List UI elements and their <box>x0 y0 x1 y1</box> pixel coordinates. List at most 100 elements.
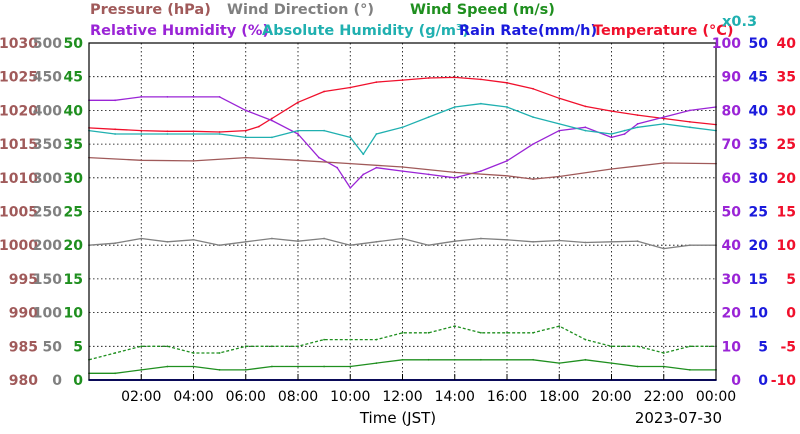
point-ah <box>114 133 116 135</box>
right-tick-rh: 100 <box>712 36 741 52</box>
left-tick-wind_dir: 300 <box>33 171 62 187</box>
point-wind_mean <box>662 365 665 368</box>
point-wind_dir <box>689 244 691 247</box>
point-wind_gust <box>662 352 665 354</box>
left-tick-wind_dir: 350 <box>33 137 62 153</box>
right-tick-temp: 25 <box>777 137 796 153</box>
x-tick-label: 18:00 <box>539 389 579 405</box>
left-tick-pressure: 980 <box>9 373 38 389</box>
right-tick-rain: 20 <box>749 238 769 254</box>
right-tick-rh: 30 <box>722 272 742 288</box>
point-pressure <box>140 159 143 162</box>
point-wind_dir <box>662 247 665 250</box>
right-tick-rh: 0 <box>731 373 741 389</box>
point-ah <box>453 106 456 108</box>
point-temp <box>401 79 404 81</box>
point-rh <box>244 109 247 112</box>
left-axes: 9809859909951000100510101015102010251030… <box>0 36 83 389</box>
point-wind_gust <box>271 345 273 348</box>
point-wind_dir <box>140 237 143 240</box>
point-ah <box>297 129 299 132</box>
left-tick-wind_dir: 250 <box>33 205 62 221</box>
point-wind_gust <box>166 345 169 348</box>
point-wind_dir <box>401 237 404 240</box>
point-wind_dir <box>558 239 561 242</box>
point-wind_mean <box>480 358 482 361</box>
left-tick-pressure: 1015 <box>0 137 38 153</box>
point-wind_gust <box>610 345 613 348</box>
legend-absolute-humidity: Absolute Humidity (g/m³) <box>262 23 469 39</box>
point-wind_mean <box>506 358 508 361</box>
point-temp <box>192 130 195 133</box>
right-tick-rh: 10 <box>722 339 742 355</box>
point-wind_mean <box>192 365 195 368</box>
point-ah <box>532 116 534 118</box>
left-tick-pressure: 995 <box>9 272 38 288</box>
point-ah <box>323 129 325 132</box>
legend-wind-direction: Wind Direction (°) <box>227 2 374 18</box>
point-wind_gust <box>140 345 143 348</box>
point-pressure <box>349 162 352 165</box>
point-wind_dir <box>114 242 116 245</box>
right-axes: 0102030405060708090100051015202530354045… <box>712 36 796 389</box>
x-tick-label: 22:00 <box>644 389 684 405</box>
point-wind_dir <box>532 240 534 243</box>
point-ah <box>375 133 378 135</box>
point-temp <box>506 81 508 84</box>
left-tick-wind_speed: 45 <box>64 70 83 86</box>
point-wind_gust <box>192 352 195 354</box>
right-tick-rh: 40 <box>722 238 742 254</box>
point-wind_mean <box>401 358 404 361</box>
point-wind_dir <box>244 240 247 243</box>
point-temp <box>323 90 325 93</box>
point-temp <box>636 114 639 116</box>
point-wind_gust <box>532 331 534 334</box>
point-wind_gust <box>218 352 221 354</box>
point-pressure <box>453 171 456 174</box>
point-wind_gust <box>636 345 639 348</box>
point-wind_mean <box>584 358 587 361</box>
left-tick-wind_speed: 15 <box>64 272 83 288</box>
left-tick-pressure: 1025 <box>0 70 38 86</box>
point-wind_dir <box>506 238 508 241</box>
legend-wind-speed: Wind Speed (m/s) <box>410 2 555 18</box>
x-tick-label: 02:00 <box>121 389 161 405</box>
left-tick-wind_speed: 50 <box>64 36 84 52</box>
point-rh <box>662 116 665 118</box>
legend-temperature: Temperature (°C) <box>593 23 734 39</box>
point-rh <box>297 133 299 135</box>
point-wind_dir <box>453 240 456 243</box>
point-rh <box>427 173 430 176</box>
point-pressure <box>401 166 404 168</box>
point-wind_mean <box>297 365 299 368</box>
right-tick-temp: 5 <box>786 272 796 288</box>
point-wind_gust <box>297 345 299 348</box>
right-tick-rain: 10 <box>749 306 769 322</box>
legend-rain-rate: Rain Rate(mm/h) <box>459 23 597 39</box>
point-pressure <box>244 156 247 159</box>
right-tick-rain: 50 <box>749 36 769 52</box>
point-wind_mean <box>218 369 221 371</box>
point-wind_gust <box>349 338 352 341</box>
right-tick-rain: 40 <box>749 103 769 119</box>
point-wind_mean <box>636 365 639 368</box>
left-tick-pressure: 1005 <box>0 205 38 221</box>
point-temp <box>610 110 613 112</box>
date-label: 2023-07-30 <box>635 409 722 427</box>
point-wind_mean <box>689 369 691 371</box>
point-rh <box>636 123 639 125</box>
point-ah <box>218 133 221 135</box>
point-rh <box>584 126 587 129</box>
point-wind_dir <box>323 237 325 240</box>
left-tick-wind_dir: 0 <box>52 373 62 389</box>
point-temp <box>257 125 260 128</box>
left-tick-pressure: 1030 <box>0 36 38 52</box>
point-temp <box>218 131 221 133</box>
point-pressure <box>192 160 195 162</box>
point-temp <box>349 86 352 89</box>
right-tick-rain: 35 <box>749 137 768 153</box>
point-wind_dir <box>166 240 169 243</box>
right-tick-rh: 20 <box>722 306 742 322</box>
point-temp <box>480 78 482 81</box>
point-pressure <box>662 162 665 164</box>
